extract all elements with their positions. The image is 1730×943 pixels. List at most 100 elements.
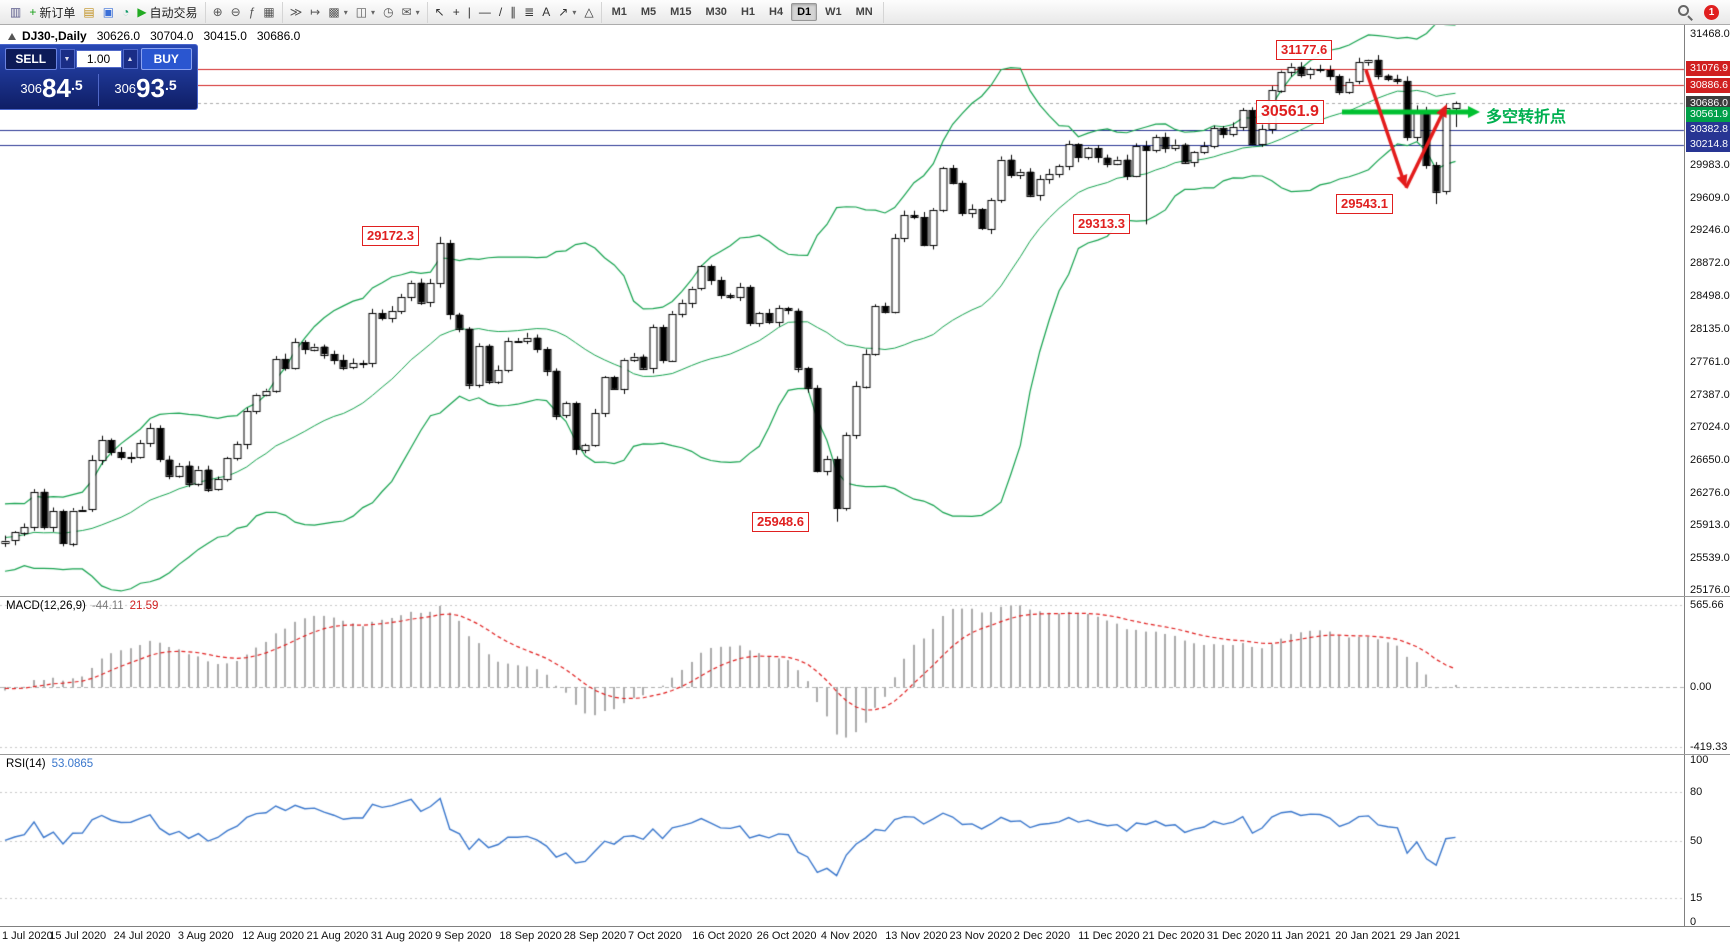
mailbox-dropdown-arrow[interactable]: ▾ xyxy=(415,7,420,17)
chart-profiles-button[interactable]: ▤ xyxy=(79,4,98,20)
buy-price[interactable]: 306 93.5 xyxy=(99,72,192,108)
price-axis-label: 27024.0 xyxy=(1690,420,1730,433)
indicators-button[interactable]: ƒ xyxy=(245,4,260,20)
autotrading-button[interactable]: ▶ 自动交易 xyxy=(133,2,201,23)
sell-price[interactable]: 306 84.5 xyxy=(5,72,98,108)
autotrading-icon: ▶ xyxy=(137,5,147,19)
fibonacci-button[interactable]: ≣ xyxy=(520,4,538,20)
timeframe-button-W1[interactable]: W1 xyxy=(825,6,842,18)
search-button[interactable] xyxy=(1674,3,1696,21)
timeframe-button-M15[interactable]: M15 xyxy=(670,6,692,18)
chart-window-button[interactable]: ▥ xyxy=(6,4,25,20)
volume-increase-button[interactable]: ▲ xyxy=(122,49,138,69)
tile-windows-button[interactable]: ▦ xyxy=(259,4,278,20)
notification-badge[interactable]: 1 xyxy=(1704,4,1719,20)
zoom-out-button[interactable]: ⊖ xyxy=(227,4,245,20)
horizontal-line-icon: — xyxy=(478,5,491,19)
timeframe-button-MN[interactable]: MN xyxy=(855,6,873,18)
date-axis-label: 31 Dec 2020 xyxy=(1206,930,1270,942)
auto-scroll-button[interactable]: ≫ xyxy=(286,4,307,20)
price-axis-label: 27387.0 xyxy=(1690,388,1730,401)
rsi-axis-label: 50 xyxy=(1690,835,1703,847)
chart-shift-button[interactable]: ↦ xyxy=(306,4,324,20)
ohlc-low: 30415.0 xyxy=(203,29,247,43)
horizontal-line-button[interactable]: — xyxy=(475,4,495,20)
sell-button[interactable]: SELL xyxy=(5,48,57,70)
toolbar: ▥ + 新订单 ▤ ▣ ◔ ▶ 自动交易 ⊕ ⊖ ƒ ▦ ≫ ↦ ▩ ▾ ◫ ▾ ◷ ✉ ▾ ↖ + | — / ∥ ≣ A ↗ ▾ △ M1 M… xyxy=(0,0,1730,25)
price-tag: 31076.9 xyxy=(1686,61,1730,77)
tile-windows-icon: ▦ xyxy=(263,5,275,19)
rsi-axis-label: 100 xyxy=(1690,754,1709,766)
ohlc-close: 30686.0 xyxy=(256,29,301,43)
price-axis-label: 28135.0 xyxy=(1690,322,1730,335)
chart-macd-separator[interactable] xyxy=(0,596,1730,597)
new-order-icon: + xyxy=(29,5,37,19)
fibonacci-icon: ≣ xyxy=(524,5,535,19)
price-annotation[interactable]: 29313.3 xyxy=(1073,214,1130,234)
history-center-icon: ◔ xyxy=(122,5,130,19)
new-chart-button[interactable]: ▩ ▾ xyxy=(324,4,351,20)
rsi-axis-label: 15 xyxy=(1690,891,1703,904)
turning-point-label[interactable]: 多空转折点 xyxy=(1486,109,1567,126)
profiles-button[interactable]: ◫ ▾ xyxy=(352,4,379,20)
price-annotation[interactable]: 25948.6 xyxy=(752,512,809,532)
text-label-icon: A xyxy=(542,5,551,19)
price-axis-label: 25913.0 xyxy=(1690,518,1730,531)
new-order-button[interactable]: + 新订单 xyxy=(25,2,79,23)
trendline-button[interactable]: / xyxy=(495,4,506,20)
cursor-button[interactable]: ↖ xyxy=(431,4,449,20)
timeframe-button-M5[interactable]: M5 xyxy=(640,6,657,18)
price-axis-label: 28872.0 xyxy=(1690,257,1730,270)
arrow-objects-button[interactable]: ↗ ▾ xyxy=(554,4,580,20)
toolbar-group-0: ▥ + 新订单 ▤ ▣ ◔ ▶ 自动交易 xyxy=(3,1,206,23)
timeframe-button-H1[interactable]: H1 xyxy=(740,6,755,18)
arrow-objects-dropdown-arrow[interactable]: ▾ xyxy=(572,7,577,17)
price-axis-label: 27761.0 xyxy=(1690,355,1730,368)
crosshair-button[interactable]: + xyxy=(449,4,464,20)
buy-button[interactable]: BUY xyxy=(140,48,192,70)
timeframe-button-H4[interactable]: H4 xyxy=(769,6,784,18)
price-axis-label: 26650.0 xyxy=(1690,453,1730,466)
vertical-line-button[interactable]: | xyxy=(464,4,475,20)
price-annotation[interactable]: 30561.9 xyxy=(1256,100,1324,124)
price-axis-label: 25176.0 xyxy=(1690,583,1730,596)
rsi-axis-label: 80 xyxy=(1690,786,1703,799)
equidistant-channel-button[interactable]: ∥ xyxy=(506,4,520,20)
volume-decrease-button[interactable]: ▼ xyxy=(59,49,75,69)
macd-axis-label: -419.33 xyxy=(1690,741,1728,754)
price-annotation[interactable]: 31177.6 xyxy=(1276,40,1333,60)
timeframe-button-M30[interactable]: M30 xyxy=(705,6,727,18)
date-axis-label: 15 Jul 2020 xyxy=(49,930,107,942)
price-axis-label: 29609.0 xyxy=(1690,192,1730,205)
sell-price-small: 306 xyxy=(20,81,43,96)
date-axis[interactable]: 1 Jul 2020 15 Jul 2020 24 Jul 2020 3 Aug 20… xyxy=(0,926,1730,943)
text-label-button[interactable]: A xyxy=(538,4,554,20)
alerts-button[interactable]: ◷ xyxy=(379,4,397,20)
date-axis-label: 16 Oct 2020 xyxy=(692,930,753,942)
profiles-icon: ◫ xyxy=(355,5,368,19)
date-axis-label: 20 Jan 2021 xyxy=(1335,930,1396,942)
date-axis-label: 18 Sep 2020 xyxy=(499,930,562,942)
date-axis-label: 13 Nov 2020 xyxy=(885,930,948,942)
mailbox-button[interactable]: ✉ ▾ xyxy=(398,4,424,20)
macd-rsi-separator[interactable] xyxy=(0,754,1730,755)
zoom-in-button[interactable]: ⊕ xyxy=(209,4,227,20)
timeframe-button-D1[interactable]: D1 xyxy=(791,3,818,21)
timeframe-button-M1[interactable]: M1 xyxy=(611,6,627,18)
macd-name: MACD(12,26,9) xyxy=(6,600,86,612)
shapes-button[interactable]: △ xyxy=(580,4,597,20)
date-axis-label: 2 Dec 2020 xyxy=(1013,930,1071,942)
volume-input[interactable] xyxy=(75,50,122,68)
sell-price-dec: .5 xyxy=(70,77,83,93)
profiles-dropdown-arrow[interactable]: ▾ xyxy=(371,7,376,17)
history-center-button[interactable]: ◔ xyxy=(118,4,133,20)
price-axis[interactable]: 31468.0 29983.0 29609.0 29246.0 28872.0 28498… xyxy=(1684,25,1730,928)
new-chart-dropdown-arrow[interactable]: ▾ xyxy=(343,7,348,17)
price-annotation[interactable]: 29543.1 xyxy=(1336,194,1393,214)
data-window-button[interactable]: ▣ xyxy=(99,4,118,20)
price-annotation[interactable]: 29172.3 xyxy=(362,226,419,246)
new-order-label: 新订单 xyxy=(39,5,76,20)
buy-price-dec: .5 xyxy=(164,77,177,93)
